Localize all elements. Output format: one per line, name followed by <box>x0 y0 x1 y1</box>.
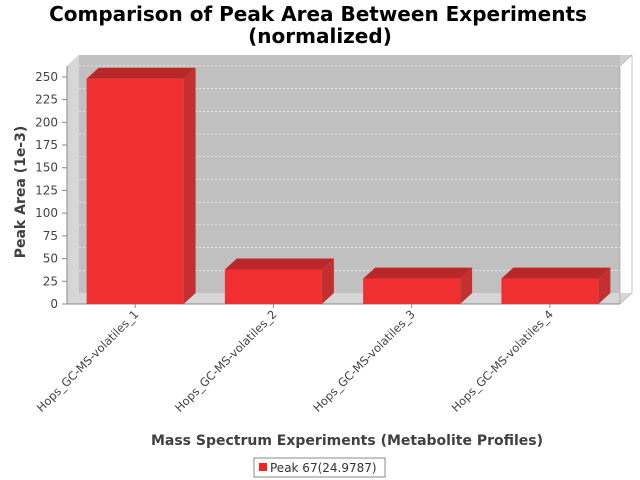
bar <box>224 258 334 304</box>
category-label: Hops_GC-MS-volatiles_3 <box>310 307 417 414</box>
bar-side <box>460 267 473 304</box>
bar <box>363 267 473 304</box>
bar-front <box>86 78 184 304</box>
y-tick-group: 0 25 50 75 100 125 150 175 200 225 250 <box>35 70 67 311</box>
bar-top <box>86 67 196 79</box>
bar-top <box>363 267 473 279</box>
legend-label: Peak 67(24.9787) <box>270 461 377 475</box>
x-axis-title: Mass Spectrum Experiments (Metabolite Pr… <box>151 433 543 449</box>
bar-front <box>363 278 461 304</box>
bar <box>501 267 611 304</box>
y-axis-title: Peak Area (1e-3) <box>13 126 29 259</box>
chart-title-line-2: (normalized) <box>248 24 392 48</box>
category-label-group: Hops_GC-MS-volatiles_1 Hops_GC-MS-volatil… <box>34 304 556 415</box>
category-label: Hops_GC-MS-volatiles_4 <box>449 307 556 414</box>
y-tick-label: 25 <box>43 274 58 288</box>
y-tick-label: 250 <box>35 70 58 84</box>
y-tick-label: 75 <box>43 229 58 243</box>
legend-swatch <box>259 463 267 471</box>
plot-right-edge <box>619 54 633 305</box>
chart-title-line-1: Comparison of Peak Area Between Experime… <box>49 2 587 26</box>
bar-side <box>321 258 334 304</box>
bar-top <box>224 258 334 270</box>
bar-group <box>86 67 611 304</box>
y-tick-label: 175 <box>35 138 58 152</box>
category-label: Hops_GC-MS-volatiles_2 <box>172 307 279 414</box>
y-tick-label: 50 <box>43 252 58 266</box>
bar-front <box>224 269 322 304</box>
y-tick-label: 0 <box>50 297 58 311</box>
plot-left-wall <box>67 55 79 304</box>
plot-floor <box>67 293 632 304</box>
y-tick-label: 125 <box>35 183 58 197</box>
y-tick-label: 200 <box>35 115 58 129</box>
category-label: Hops_GC-MS-volatiles_1 <box>34 307 141 414</box>
y-tick-label: 225 <box>35 93 58 107</box>
bar-side <box>183 67 196 304</box>
legend: Peak 67(24.9787) <box>253 457 386 478</box>
y-tick-label: 150 <box>35 161 58 175</box>
legend-box <box>253 457 386 478</box>
bar-top <box>501 267 611 279</box>
bar-front <box>501 278 599 304</box>
bar-side <box>598 267 611 304</box>
bar <box>86 67 196 304</box>
y-tick-label: 100 <box>35 206 58 220</box>
